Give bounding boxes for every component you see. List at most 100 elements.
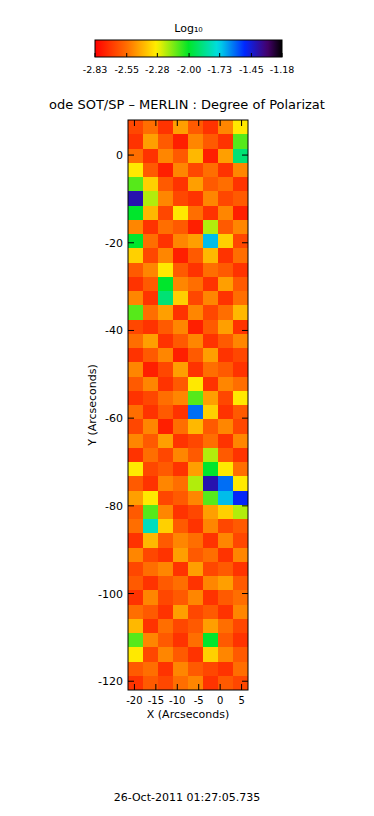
heat-cell: [188, 462, 204, 477]
heat-cell: [188, 505, 204, 520]
heat-cell: [233, 505, 248, 520]
heat-cell: [233, 206, 248, 221]
heat-cell: [188, 377, 204, 392]
heat-cell: [143, 676, 159, 690]
heat-cell: [128, 120, 144, 135]
heat-cell: [233, 519, 248, 534]
heat-cell: [218, 476, 234, 491]
heat-cell: [158, 676, 174, 690]
heat-cell: [218, 619, 234, 634]
heat-cell: [173, 590, 189, 605]
heat-cell: [188, 277, 204, 292]
heat-cell: [233, 377, 248, 392]
x-tick: [134, 684, 135, 690]
heat-cell: [203, 662, 219, 677]
colorbar-tick: [126, 53, 127, 57]
heat-cell: [233, 419, 248, 434]
heat-cell: [203, 320, 219, 335]
heat-cell: [188, 305, 204, 320]
heat-cell: [173, 149, 189, 164]
heat-cell: [218, 163, 234, 178]
heat-cell: [233, 334, 248, 349]
heat-cell: [173, 206, 189, 221]
heat-cell: [158, 562, 174, 577]
heat-cell: [158, 462, 174, 477]
heat-cell: [233, 234, 248, 249]
x-tick-label: 0: [217, 695, 223, 706]
heat-cell: [143, 419, 159, 434]
heat-cell: [233, 676, 248, 690]
heat-cell: [218, 576, 234, 591]
heat-cell: [218, 134, 234, 149]
heat-cell: [218, 362, 234, 377]
heat-cell: [128, 462, 144, 477]
x-tick: [155, 120, 156, 126]
heat-cell: [158, 533, 174, 548]
heat-cell: [143, 405, 159, 420]
heat-cell: [218, 320, 234, 335]
colorbar-tick: [251, 53, 252, 57]
heat-cell: [233, 263, 248, 278]
heat-cell: [218, 405, 234, 420]
heat-cell: [188, 619, 204, 634]
x-tick: [177, 120, 178, 126]
heat-cell: [203, 191, 219, 206]
heat-cell: [218, 149, 234, 164]
heat-cell: [218, 633, 234, 648]
heat-cell: [158, 405, 174, 420]
heat-cell: [173, 619, 189, 634]
x-tick-label: -15: [148, 695, 164, 706]
heat-cell: [203, 519, 219, 534]
heat-cell: [188, 149, 204, 164]
heat-cell: [218, 505, 234, 520]
colorbar-tick: [219, 53, 220, 57]
y-tick-label: -20: [105, 237, 123, 250]
heat-cell: [173, 405, 189, 420]
heat-cell: [173, 462, 189, 477]
heat-cell: [188, 120, 204, 135]
heat-cell: [233, 462, 248, 477]
heat-cell: [203, 476, 219, 491]
heat-cell: [128, 206, 144, 221]
heat-cell: [218, 248, 234, 263]
heat-cell: [188, 348, 204, 363]
heat-cell: [188, 220, 204, 235]
heat-cell: [158, 362, 174, 377]
heat-cell: [203, 277, 219, 292]
heat-cell: [158, 647, 174, 662]
heat-cell: [203, 348, 219, 363]
heat-cell: [173, 562, 189, 577]
heat-cell: [143, 533, 159, 548]
heat-cell: [218, 548, 234, 563]
heat-cell: [173, 548, 189, 563]
heat-cell: [188, 163, 204, 178]
heat-cell: [233, 633, 248, 648]
heat-cell: [188, 177, 204, 192]
heat-cell: [128, 647, 144, 662]
heat-cell: [158, 348, 174, 363]
heat-cell: [128, 605, 144, 620]
heat-cell: [128, 191, 144, 206]
heat-cell: [233, 491, 248, 506]
heat-cell: [128, 334, 144, 349]
heat-cell: [218, 491, 234, 506]
heat-cell: [233, 562, 248, 577]
heat-cell: [143, 305, 159, 320]
heat-cell: [188, 206, 204, 221]
heat-cell: [203, 462, 219, 477]
heat-cell: [143, 519, 159, 534]
heat-cell: [218, 391, 234, 406]
heat-cell: [128, 519, 144, 534]
x-tick: [198, 684, 199, 690]
heat-cell: [143, 647, 159, 662]
x-tick-label: -10: [169, 695, 185, 706]
heat-cell: [173, 519, 189, 534]
heat-cell: [188, 405, 204, 420]
heat-cell: [203, 149, 219, 164]
heat-cell: [218, 120, 234, 135]
heat-cell: [173, 191, 189, 206]
heat-cell: [218, 206, 234, 221]
heat-cell: [143, 434, 159, 449]
date-annotation: 26-Oct-2011 01:27:05.735: [114, 791, 261, 804]
heat-cell: [188, 334, 204, 349]
